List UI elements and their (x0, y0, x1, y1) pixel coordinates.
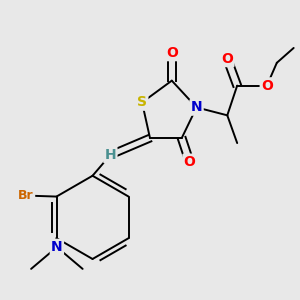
Text: H: H (105, 148, 116, 162)
Text: N: N (191, 100, 203, 114)
Text: N: N (51, 240, 63, 254)
Text: O: O (166, 46, 178, 60)
Text: S: S (137, 95, 147, 110)
Text: Br: Br (18, 189, 34, 202)
Text: O: O (221, 52, 233, 66)
Text: O: O (261, 79, 273, 93)
Text: O: O (184, 155, 196, 169)
